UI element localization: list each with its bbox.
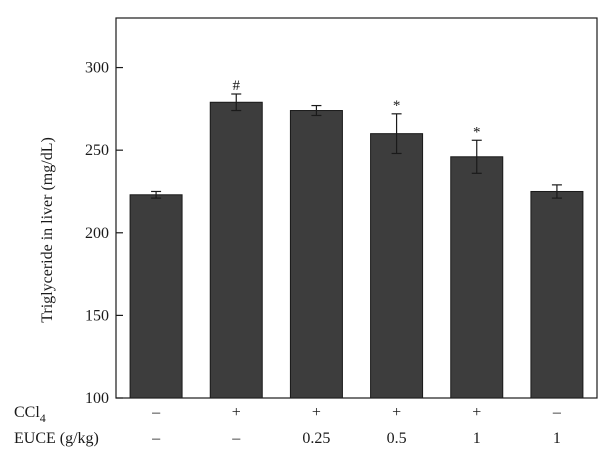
- bars: # * *: [129, 78, 584, 399]
- treatment-value: –: [552, 404, 562, 421]
- y-axis-title: Triglyceride in liver (mg/dL): [39, 137, 56, 323]
- subscript: 4: [40, 411, 46, 425]
- bar: [289, 110, 343, 399]
- y-tick-label: 200: [85, 225, 109, 242]
- treatment-rows: CCl4 – + + + + – EUCE (g/kg) – – 0.25 0.5 1 1: [14, 404, 562, 447]
- treatment-value: 0.25: [302, 430, 330, 447]
- significance-marker: *: [473, 124, 481, 140]
- plot-border: [115, 17, 598, 399]
- treatment-row-label: EUCE (g/kg): [14, 430, 99, 447]
- treatment-value: +: [232, 404, 241, 421]
- treatment-value: –: [151, 430, 161, 447]
- significance-marker: *: [393, 98, 401, 114]
- y-tick-label: 100: [85, 390, 109, 407]
- treatment-value: +: [472, 404, 481, 421]
- bar: [209, 101, 263, 399]
- y-axis: 100 150 200 250 300: [85, 60, 123, 407]
- treatment-value: –: [231, 430, 241, 447]
- treatment-row-label: CCl4: [14, 404, 46, 425]
- treatment-value: +: [392, 404, 401, 421]
- treatment-value: 1: [553, 430, 561, 447]
- bar: [450, 156, 504, 399]
- treatment-value: 0.5: [387, 430, 407, 447]
- bar: [530, 190, 584, 399]
- bar: [370, 133, 424, 399]
- y-tick-label: 250: [85, 142, 109, 159]
- treatment-value: 1: [473, 430, 481, 447]
- y-tick-label: 150: [85, 307, 109, 324]
- treatment-value: –: [151, 404, 161, 421]
- significance-marker: #: [233, 78, 241, 94]
- treatment-value: +: [312, 404, 321, 421]
- y-tick-label: 300: [85, 60, 109, 77]
- plot-frame: [115, 17, 598, 399]
- bar: [129, 194, 183, 399]
